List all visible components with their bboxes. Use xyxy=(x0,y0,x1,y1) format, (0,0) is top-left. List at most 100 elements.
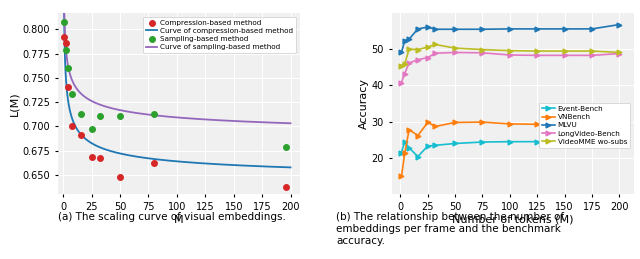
VNBench xyxy=(561,123,568,126)
VNBench xyxy=(414,134,422,137)
VideoMME wo-subs xyxy=(533,49,541,53)
MLVU xyxy=(397,51,405,54)
MLVU xyxy=(401,39,408,42)
Event-Bench xyxy=(479,140,486,143)
LongVideo-Bench xyxy=(588,54,596,57)
VNBench xyxy=(397,175,405,178)
MLVU xyxy=(561,27,568,31)
VideoMME wo-subs xyxy=(405,48,413,51)
MLVU xyxy=(616,23,623,26)
Compression-based method xyxy=(86,155,97,160)
LongVideo-Bench xyxy=(405,61,413,64)
MLVU xyxy=(414,27,422,31)
Sampling-based method xyxy=(149,112,159,116)
Event-Bench xyxy=(616,139,623,142)
Curve of compression-based method xyxy=(255,165,263,168)
LongVideo-Bench xyxy=(533,54,541,57)
Y-axis label: Accuracy: Accuracy xyxy=(359,78,369,129)
Event-Bench xyxy=(431,144,439,147)
Text: (b) The relationship between the number of
embeddings per frame and the benchmar: (b) The relationship between the number … xyxy=(336,212,564,246)
Event-Bench xyxy=(588,140,596,143)
VNBench xyxy=(616,125,623,128)
Curve of sampling-based method xyxy=(232,120,239,123)
VideoMME wo-subs xyxy=(451,47,459,50)
Event-Bench xyxy=(451,142,459,145)
LongVideo-Bench xyxy=(561,54,568,57)
Line: Event-Bench: Event-Bench xyxy=(399,139,622,159)
Curve of compression-based method xyxy=(198,162,205,165)
MLVU xyxy=(431,28,439,31)
Curve of sampling-based method xyxy=(287,122,294,125)
Compression-based method xyxy=(281,185,291,190)
Curve of compression-based method xyxy=(232,164,239,167)
X-axis label: M: M xyxy=(174,215,184,225)
Sampling-based method xyxy=(67,92,77,96)
VNBench xyxy=(431,125,439,128)
VideoMME wo-subs xyxy=(506,49,514,52)
Curve of sampling-based method xyxy=(191,117,199,120)
Curve of sampling-based method xyxy=(198,118,205,121)
VideoMME wo-subs xyxy=(424,46,431,49)
VideoMME wo-subs xyxy=(414,48,422,51)
VideoMME wo-subs xyxy=(479,48,486,51)
Line: LongVideo-Bench: LongVideo-Bench xyxy=(399,50,622,85)
VNBench xyxy=(588,123,596,126)
VNBench xyxy=(405,128,413,131)
Event-Bench xyxy=(397,151,405,154)
LongVideo-Bench xyxy=(397,81,405,84)
LongVideo-Bench xyxy=(401,72,408,75)
X-axis label: Number of tokens (M): Number of tokens (M) xyxy=(452,215,573,225)
Curve of sampling-based method xyxy=(255,120,263,124)
Sampling-based method xyxy=(115,114,125,118)
Event-Bench xyxy=(533,140,541,143)
MLVU xyxy=(451,28,459,31)
Compression-based method xyxy=(115,175,125,179)
Line: Curve of compression-based method: Curve of compression-based method xyxy=(64,0,291,167)
Compression-based method xyxy=(76,133,86,137)
VideoMME wo-subs xyxy=(588,49,596,53)
VNBench xyxy=(533,123,541,126)
Event-Bench xyxy=(424,145,431,148)
Line: MLVU: MLVU xyxy=(399,22,622,55)
Sampling-based method xyxy=(76,112,86,116)
Event-Bench xyxy=(561,140,568,143)
Curve of compression-based method xyxy=(204,162,212,165)
MLVU xyxy=(405,38,413,41)
MLVU xyxy=(533,27,541,31)
Line: VNBench: VNBench xyxy=(399,120,622,179)
LongVideo-Bench xyxy=(479,51,486,54)
LongVideo-Bench xyxy=(451,51,459,54)
Legend: Compression-based method, Curve of compression-based method, Sampling-based meth: Compression-based method, Curve of compr… xyxy=(143,17,296,53)
Y-axis label: L(M): L(M) xyxy=(10,91,19,116)
Sampling-based method xyxy=(63,66,73,70)
Event-Bench xyxy=(401,140,408,143)
Event-Bench xyxy=(506,140,514,143)
Legend: Event-Bench, VNBench, MLVU, LongVideo-Bench, VideoMME wo-subs: Event-Bench, VNBench, MLVU, LongVideo-Be… xyxy=(539,103,630,148)
VNBench xyxy=(451,121,459,124)
Compression-based method xyxy=(67,124,77,128)
LongVideo-Bench xyxy=(431,52,439,55)
Event-Bench xyxy=(414,155,422,158)
VNBench xyxy=(479,120,486,124)
Compression-based method xyxy=(63,84,73,89)
VNBench xyxy=(424,121,431,124)
Sampling-based method xyxy=(60,20,70,24)
VideoMME wo-subs xyxy=(431,43,439,46)
MLVU xyxy=(424,26,431,29)
Curve of compression-based method xyxy=(287,166,294,169)
Line: Curve of sampling-based method: Curve of sampling-based method xyxy=(64,0,291,123)
Line: VideoMME wo-subs: VideoMME wo-subs xyxy=(399,42,622,68)
LongVideo-Bench xyxy=(506,53,514,56)
VideoMME wo-subs xyxy=(616,51,623,54)
VideoMME wo-subs xyxy=(397,64,405,67)
Event-Bench xyxy=(405,146,413,149)
Text: (a) The scaling curve of visual embeddings.: (a) The scaling curve of visual embeddin… xyxy=(58,212,285,222)
Curve of compression-based method xyxy=(74,129,81,132)
Sampling-based method xyxy=(60,48,70,52)
VideoMME wo-subs xyxy=(561,49,568,53)
Curve of sampling-based method xyxy=(204,118,212,121)
Sampling-based method xyxy=(95,114,105,118)
MLVU xyxy=(479,28,486,31)
LongVideo-Bench xyxy=(414,58,422,61)
Curve of sampling-based method xyxy=(74,89,81,92)
